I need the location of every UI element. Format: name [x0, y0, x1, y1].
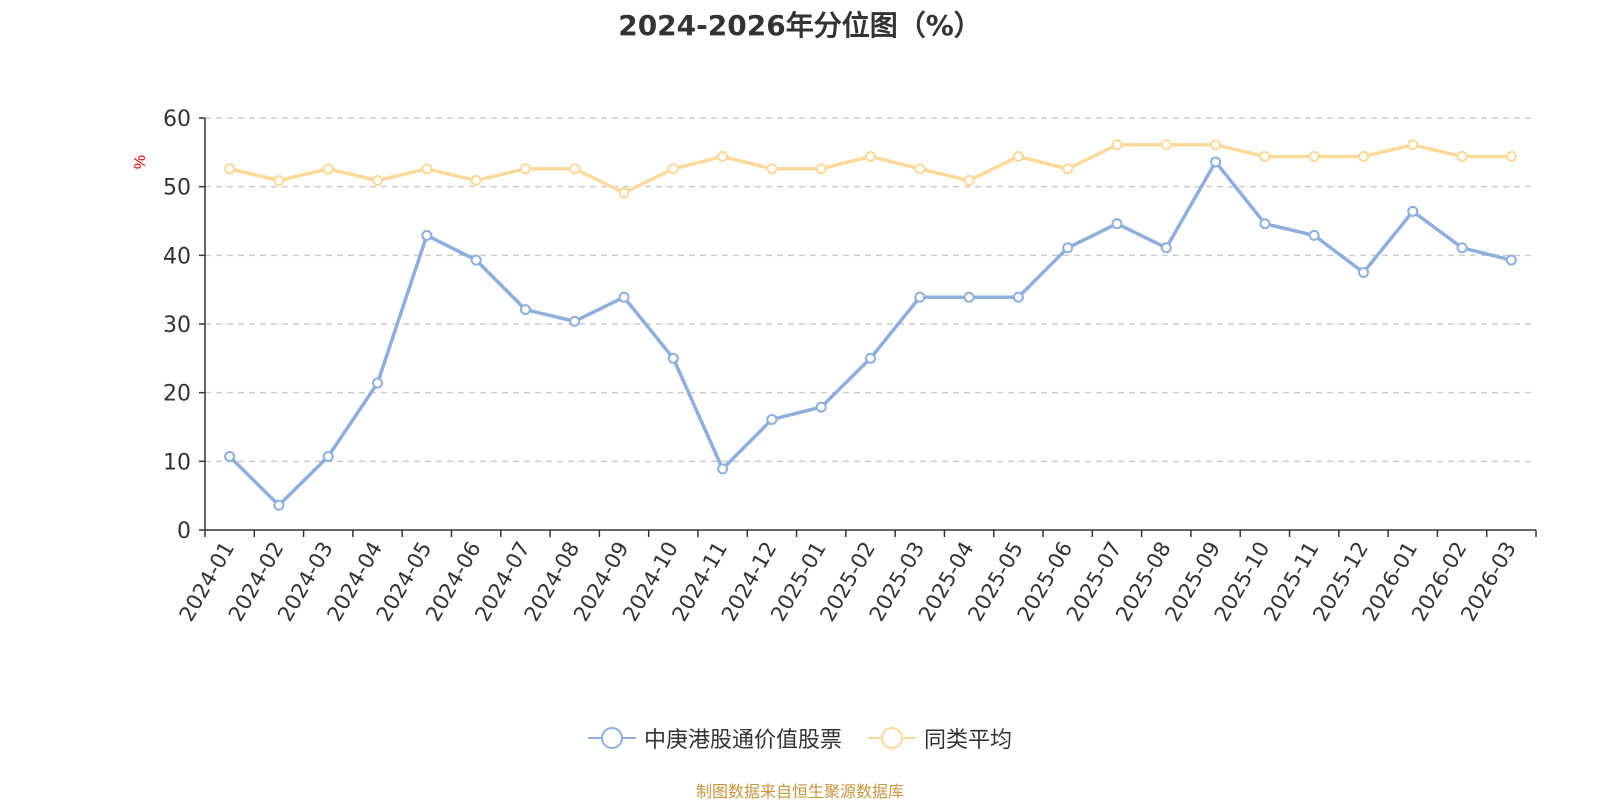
y-tick-label: 30 [163, 313, 191, 338]
axes [199, 117, 1537, 537]
data-point[interactable] [1407, 139, 1419, 151]
data-point[interactable] [1456, 150, 1468, 162]
data-point[interactable] [618, 291, 630, 303]
data-point[interactable] [717, 150, 729, 162]
y-tick-label: 10 [163, 450, 191, 475]
legend-label: 同类平均 [924, 728, 1013, 753]
data-point[interactable] [1505, 150, 1517, 162]
data-point[interactable] [372, 174, 384, 186]
data-point[interactable] [322, 451, 334, 463]
data-point[interactable] [667, 352, 679, 364]
y-tick-label: 20 [163, 382, 191, 407]
data-point[interactable] [1111, 139, 1123, 151]
data-point[interactable] [865, 150, 876, 162]
data-point[interactable] [717, 463, 729, 475]
legend: 中庚港股通价值股票 同类平均 [0, 722, 1600, 754]
data-point[interactable] [1505, 254, 1517, 266]
data-point[interactable] [273, 174, 285, 186]
data-point[interactable] [470, 254, 482, 266]
data-point[interactable] [914, 163, 926, 175]
data-point[interactable] [1062, 242, 1074, 254]
data-point[interactable] [470, 174, 482, 186]
data-point[interactable] [1160, 242, 1172, 254]
y-tick-labels: 0 10 20 30 40 50 60 [163, 107, 191, 544]
data-point[interactable] [1210, 156, 1222, 168]
legend-marker-icon [868, 727, 916, 749]
data-point[interactable] [224, 451, 236, 463]
data-point[interactable] [914, 291, 926, 303]
line-chart: 0 10 20 30 40 50 60 2024-012024-022024-032024-… [132, 107, 1537, 625]
chart-title: 2024-2026年分位图（%） [618, 9, 982, 42]
data-point[interactable] [519, 163, 531, 175]
data-point[interactable] [1210, 139, 1222, 151]
data-point[interactable] [1259, 150, 1271, 162]
data-point[interactable] [322, 163, 334, 175]
data-point[interactable] [1407, 205, 1419, 217]
data-point[interactable] [766, 163, 778, 175]
y-tick-label: 50 [163, 176, 191, 201]
data-point[interactable] [1259, 218, 1271, 230]
data-point[interactable] [519, 304, 531, 316]
legend-label: 中庚港股通价值股票 [643, 728, 842, 753]
series-points [224, 139, 1517, 511]
data-point[interactable] [273, 499, 285, 511]
data-point[interactable] [618, 187, 630, 199]
data-point[interactable] [963, 291, 975, 303]
data-point[interactable] [1160, 139, 1172, 151]
data-point[interactable] [224, 163, 236, 175]
data-point[interactable] [569, 315, 581, 327]
data-point[interactable] [865, 352, 876, 364]
y-tick-label: 0 [177, 519, 191, 544]
y-tick-label: 40 [163, 244, 191, 269]
data-point[interactable] [766, 413, 778, 425]
data-point[interactable] [569, 163, 581, 175]
data-point[interactable] [1357, 267, 1369, 278]
legend-marker-icon [587, 727, 636, 749]
data-point[interactable] [1062, 163, 1074, 175]
data-point[interactable] [815, 163, 827, 175]
data-point[interactable] [372, 377, 384, 389]
data-point[interactable] [1012, 291, 1024, 303]
legend-item-0[interactable]: 中庚港股通价值股票 [587, 722, 842, 754]
legend-item-1[interactable]: 同类平均 [868, 722, 1012, 754]
data-point[interactable] [1012, 150, 1024, 162]
data-point[interactable] [667, 163, 679, 175]
series-line-0 [228, 160, 1512, 508]
x-tick-labels: 2024-012024-022024-032024-042024-052024-… [175, 537, 1521, 625]
data-point[interactable] [1456, 242, 1468, 254]
y-tick-label: 60 [163, 107, 191, 132]
data-point[interactable] [815, 401, 827, 413]
data-point[interactable] [1308, 229, 1320, 241]
data-source-note: 制图数据来自恒生聚源数据库 [695, 782, 904, 801]
series-lines [228, 143, 1512, 508]
data-point[interactable] [421, 163, 433, 175]
y-axis-label: % [132, 155, 149, 169]
data-point[interactable] [1111, 218, 1123, 230]
grid-lines [205, 117, 1536, 463]
data-point[interactable] [421, 229, 433, 241]
data-point[interactable] [963, 174, 975, 186]
data-point[interactable] [1308, 150, 1320, 162]
data-point[interactable] [1357, 150, 1369, 162]
